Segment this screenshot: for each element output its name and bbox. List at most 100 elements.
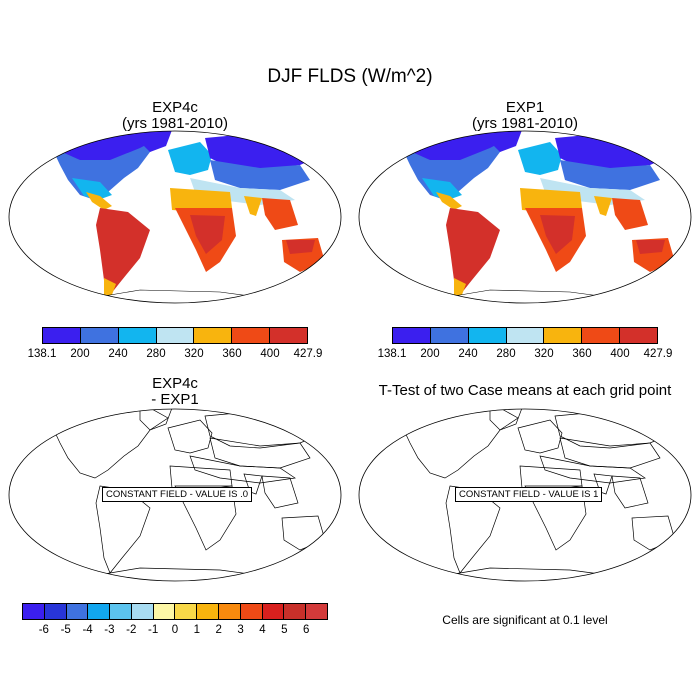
colorbar-tick-label: 400 (260, 348, 280, 360)
south-america (96, 208, 150, 295)
panel-3-title-line2: - EXP1 (151, 391, 199, 408)
coastline (139, 409, 173, 431)
colorbar-3 (22, 603, 328, 620)
coastline (204, 409, 331, 449)
panel-2-title: EXP1 (yrs 1981-2010) (375, 100, 675, 132)
colorbar-swatch (270, 328, 308, 343)
colorbar-swatch (430, 328, 469, 343)
se-asia (612, 198, 648, 230)
colorbar-swatch (43, 328, 81, 343)
colorbar-swatch (468, 328, 507, 343)
colorbar-2 (392, 327, 658, 344)
panel-4-title: T-Test of two Case means at each grid po… (378, 382, 672, 399)
colorbar-tick-label: -5 (60, 624, 71, 636)
panel-2-title-line1: EXP1 (505, 99, 545, 116)
north-america-south (72, 178, 112, 200)
map-panel-3 (8, 408, 342, 582)
colorbar-tick-label: -4 (82, 624, 93, 636)
panel-2-title-line2: (yrs 1981-2010) (472, 115, 578, 132)
colorbar-tick-label: 2 (215, 624, 222, 636)
south-america (446, 208, 500, 295)
coastline (243, 473, 263, 495)
coastline (611, 475, 649, 509)
colorbar-tick-label: 4 (259, 624, 266, 636)
colorbar-swatch (88, 604, 111, 619)
colorbar-tick-label: 240 (108, 348, 128, 360)
coastline (559, 437, 661, 469)
australia-north (636, 240, 665, 254)
colorbar-swatch (306, 604, 327, 619)
colorbar-swatch (118, 328, 157, 343)
panel-3-title-line1: EXP4c (152, 375, 198, 392)
africa-center (190, 215, 225, 254)
south-america-tip (454, 278, 466, 300)
asia-mid (560, 160, 660, 190)
colorbar-tick-label: 280 (146, 348, 166, 360)
colorbar-tick-label: -1 (148, 624, 159, 636)
africa-north (520, 188, 582, 212)
coastline (428, 567, 632, 581)
coastline (78, 567, 282, 581)
colorbar-swatch (44, 604, 67, 619)
coastline (281, 515, 326, 551)
coastline (51, 409, 169, 479)
colorbar-tick-label: -3 (104, 624, 115, 636)
colorbar-1 (42, 327, 308, 344)
colorbar-tick-label: 320 (534, 348, 554, 360)
colorbar-swatch (262, 604, 285, 619)
europe (168, 142, 212, 175)
constant-field-annotation-4: CONSTANT FIELD - VALUE IS 1 (455, 487, 603, 502)
colorbar-tick-label: 427.9 (643, 348, 673, 360)
colorbar-tick-label: 400 (610, 348, 630, 360)
colorbar-swatch (620, 328, 658, 343)
india (594, 196, 612, 216)
colorbar-swatch (393, 328, 431, 343)
colorbar-tick-label: 138.1 (377, 348, 407, 360)
europe (518, 142, 562, 175)
coastline (554, 409, 681, 449)
africa-center (540, 215, 575, 254)
coastline (517, 419, 563, 454)
colorbar-tick-label: -2 (126, 624, 137, 636)
coastline (489, 409, 523, 431)
coastline (631, 515, 676, 551)
coastline (261, 475, 299, 509)
colorbar-tick-label: 240 (458, 348, 478, 360)
colorbar-tick-label: 320 (184, 348, 204, 360)
colorbar-swatch (506, 328, 545, 343)
colorbar-swatch (544, 328, 583, 343)
colorbar-swatch (240, 604, 263, 619)
colorbar-swatch (582, 328, 621, 343)
colorbar-tick-label: 0 (171, 624, 179, 636)
colorbar-tick-label: 427.9 (293, 348, 323, 360)
colorbar-swatch (80, 328, 119, 343)
colorbar-swatch (66, 604, 89, 619)
colorbar-swatch (153, 604, 176, 619)
map-border-1 (8, 130, 342, 304)
colorbar-swatch (131, 604, 154, 619)
map-panel-4 (358, 408, 692, 582)
colorbar-tick-label: 200 (420, 348, 440, 360)
panel-1-title-line2: (yrs 1981-2010) (122, 115, 228, 132)
figure-title: DJF FLDS (W/m^2) (267, 66, 433, 87)
constant-field-annotation-3: CONSTANT FIELD - VALUE IS .0 (102, 487, 253, 502)
colorbar-tick-label: 280 (496, 348, 516, 360)
south-america-tip (104, 278, 116, 300)
colorbar-tick-label: 6 (302, 624, 310, 636)
coastline (167, 419, 213, 454)
panel-1-title-line1: EXP4c (152, 99, 198, 116)
colorbar-swatch (219, 604, 241, 619)
colorbar-swatch (156, 328, 195, 343)
central-america (436, 192, 462, 210)
colorbar-3-labels: -6 -5 -4 -3 -2 -1 0 1 2 3 4 5 6 (22, 622, 328, 636)
panel-3-title: EXP4c - EXP1 (25, 376, 325, 408)
coastline (401, 409, 519, 479)
colorbar-tick-label: 360 (222, 348, 242, 360)
map-border-3 (8, 408, 342, 582)
colorbar-2-labels: 138.1 200 240 280 320 360 400 427.9 (378, 346, 673, 360)
map-border-2 (358, 130, 692, 304)
colorbar-swatch (232, 328, 271, 343)
coastline (189, 455, 296, 484)
significance-note: Cells are significant at 0.1 level (442, 613, 608, 627)
colorbar-tick-label: -6 (38, 624, 49, 636)
